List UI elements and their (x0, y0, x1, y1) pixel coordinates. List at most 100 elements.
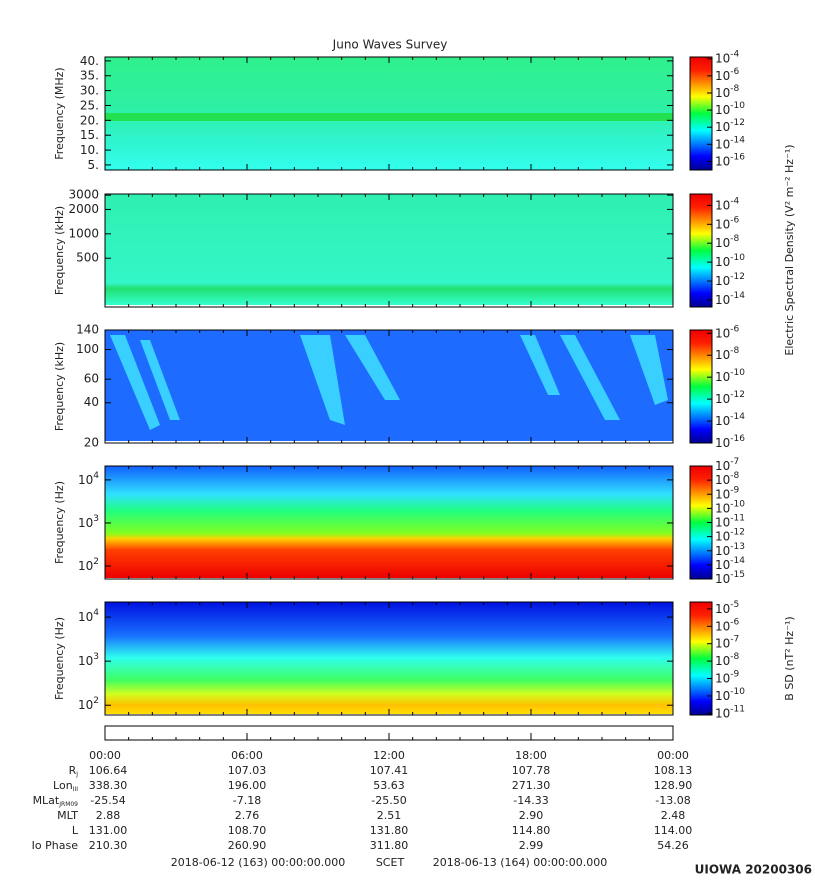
time-label: 00:00 (89, 749, 121, 762)
colorbar-tick-label: 10-10 (715, 686, 745, 702)
colorbar-tick-label-base: 10 (715, 601, 730, 615)
colorbar-tick-label: 10-8 (715, 83, 740, 99)
y-tick-label-base: 10 (78, 472, 93, 486)
colorbar-tick-label-base: 10 (715, 348, 730, 362)
ephemeris-label-text: L (72, 824, 79, 837)
y-tick-label: 15. (80, 128, 99, 142)
colorbar-label: B SD (nT² Hz⁻¹) (783, 616, 796, 700)
colorbar-tick-label-base: 10 (715, 459, 730, 473)
y-tick-label-sup: 4 (93, 470, 99, 480)
y-tick-label-base: 40. (80, 53, 99, 67)
y-tick-label-base: 10 (78, 610, 93, 624)
colorbar-tick-label: 10-6 (715, 66, 740, 82)
ephemeris-label: LonIII (53, 779, 78, 793)
colorbar-tick-label: 10-14 (715, 412, 745, 428)
colorbar-tick-label-sup: -10 (730, 499, 745, 509)
y-tick-label: 10. (80, 143, 99, 157)
footer-start: 2018-06-12 (163) 00:00:00.000 (171, 856, 345, 869)
ephemeris-label: MLatJRM09 (33, 794, 79, 808)
stamp: UIOWA 20200306 (695, 863, 812, 877)
colorbar-tick-label: 10-10 (715, 368, 745, 384)
y-tick-label: 103 (78, 513, 99, 529)
y-tick-label: 20. (80, 113, 99, 127)
ephemeris-value: 311.80 (370, 839, 409, 852)
ephemeris-value: 338.30 (89, 779, 128, 792)
colorbar-tick-label: 10-14 (715, 555, 745, 571)
colorbar-tick-label-base: 10 (715, 654, 730, 668)
colorbar-tick-label-base: 10 (715, 154, 730, 168)
y-tick-label-base: 35. (80, 68, 99, 82)
colorbar-tick-label-sup: -10 (730, 368, 745, 378)
y-tick-label: 40. (80, 53, 99, 67)
colorbar-tick-label: 10-8 (715, 652, 740, 668)
ephemeris-value: 114.00 (654, 824, 693, 837)
spectrogram-images (105, 57, 673, 714)
colorbar-tick-label-sup: -12 (730, 272, 745, 282)
colorbar-tick-label-sup: -10 (730, 253, 745, 263)
y-tick-label-base: 10 (78, 559, 93, 573)
y-tick-label-base: 25. (80, 98, 99, 112)
colorbar-tick-label-base: 10 (715, 557, 730, 571)
colorbar-tick-label-sup: -8 (730, 83, 739, 93)
colorbar-tick-label: 10-8 (715, 234, 740, 250)
y-axis-label: Frequency (MHz) (53, 67, 66, 159)
colorbar-tick-label: 10-10 (715, 101, 745, 117)
ephemeris-value: 260.90 (228, 839, 267, 852)
colorbar-tick-label: 10-12 (715, 527, 745, 543)
colorbar-tick-label: 10-5 (715, 599, 739, 615)
colorbar-tick-label-base: 10 (715, 515, 730, 529)
ephemeris-label: RJ (69, 764, 79, 778)
colorbar-tick-label-base: 10 (715, 414, 730, 428)
colorbar-tick-label-base: 10 (715, 473, 730, 487)
colorbar-tick-label-base: 10 (715, 392, 730, 406)
colorbar-tick-label-sup: -7 (730, 634, 739, 644)
ephemeris-value: 108.70 (228, 824, 267, 837)
colorbar-tick-label-sup: -5 (730, 599, 739, 609)
colorbar-tick-label-sup: -6 (730, 66, 739, 76)
colorbar-tick-label-sup: -10 (730, 101, 745, 111)
ephemeris-label-text: Lon (53, 779, 73, 792)
colorbar-tick-label-base: 10 (715, 255, 730, 269)
colorbar-tick-label-base: 10 (715, 572, 730, 586)
title: Juno Waves Survey (332, 38, 448, 52)
colorbar-tick-label-base: 10 (715, 501, 730, 515)
y-tick-label-base: 10 (78, 654, 93, 668)
colorbar-tick-label-base: 10 (715, 436, 730, 450)
colorbar-tick-label-base: 10 (715, 688, 730, 702)
ephemeris-label-sub: JRM09 (58, 801, 78, 808)
ephemeris-value: 2.99 (519, 839, 544, 852)
colorbar-tick-label: 10-10 (715, 253, 745, 269)
colorbar-tick-label: 10-8 (715, 346, 740, 362)
colorbar-tick-label-sup: -10 (730, 686, 745, 696)
y-tick-label: 104 (78, 608, 99, 624)
colorbar-tick-label: 10-16 (715, 152, 745, 168)
colorbar-tick-label-base: 10 (715, 198, 730, 212)
y-tick-label: 102 (78, 696, 99, 712)
colorbar-tick-label: 10-7 (715, 457, 739, 473)
colorbar-tick-label-sup: -12 (730, 390, 745, 400)
y-tick-label-sup: 2 (93, 696, 99, 706)
colorbar-tick-label-sup: -8 (730, 234, 739, 244)
colorbar-tick-label-sup: -15 (730, 570, 745, 580)
colorbar-tick-label: 10-14 (715, 135, 745, 151)
colorbar-tick-label-sup: -13 (730, 541, 745, 551)
ephemeris-label-sub: J (75, 771, 78, 778)
colorbar-tick-label-base: 10 (715, 326, 730, 340)
colorbar-tick-label-base: 10 (715, 85, 730, 99)
ephemeris-value: -25.54 (90, 794, 125, 807)
ephemeris-label-text: MLT (57, 809, 78, 822)
colorbar-tick-label-sup: -12 (730, 527, 745, 537)
y-tick-label-base: 10 (78, 698, 93, 712)
colorbar-tick-label-base: 10 (715, 217, 730, 231)
ephemeris-value: 271.30 (512, 779, 551, 792)
colorbar-tick-label-base: 10 (715, 103, 730, 117)
y-tick-label: 500 (76, 251, 99, 265)
colorbar (689, 56, 713, 171)
colorbar-tick-label-base: 10 (715, 274, 730, 288)
colorbar-tick-label: 10-14 (715, 290, 745, 306)
y-tick-label: 40 (84, 395, 99, 409)
ephemeris-value: 2.88 (96, 809, 121, 822)
colorbar-tick-label-base: 10 (715, 671, 730, 685)
colorbar-tick-label: 10-12 (715, 390, 745, 406)
colorbar-tick-label: 10-8 (715, 471, 740, 487)
